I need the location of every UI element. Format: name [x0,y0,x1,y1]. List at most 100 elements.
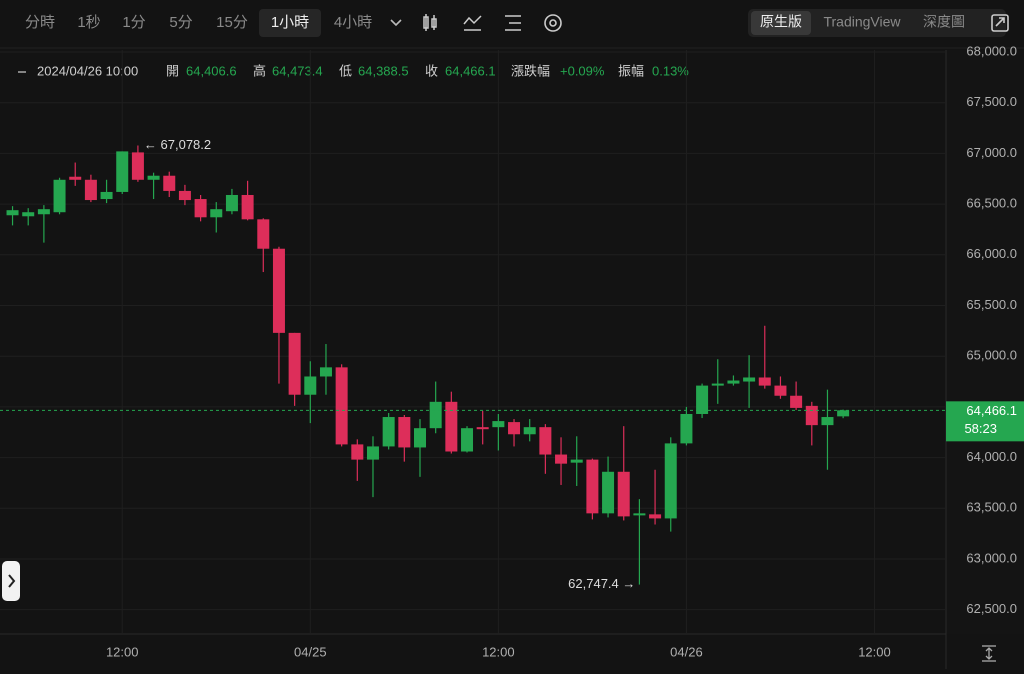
candle-body [696,385,709,414]
candle-body [414,428,426,448]
candle-body [178,190,191,201]
y-tick-label: 65,000.0 [966,348,1017,363]
toolbar: 分時 1秒 1分 5分 15分 1小時 4小時 原生版 TradingView … [25,9,1009,37]
candle-body [382,417,395,447]
info-value: 64,473.4 [272,63,323,78]
candle-body [100,191,113,200]
max-annotation: ← 67,078.2 [144,137,211,152]
gear-icon[interactable] [544,14,562,32]
candle-body [147,175,160,180]
candle-body [617,471,630,517]
toggle-arrow [8,574,16,588]
indicator-icon[interactable] [463,15,482,31]
candle-body [445,401,458,452]
y-tick-label: 68,000.0 [966,43,1017,58]
candle-body [790,395,803,408]
candle-body [131,152,144,180]
candle-body [523,427,536,435]
info-label: 低 [339,63,352,78]
candle-body [272,248,285,333]
candle-body [116,151,129,192]
candle-body [163,175,176,191]
info-value: 64,388.5 [358,63,409,78]
candle-body [257,219,270,249]
candle-type-icon[interactable] [423,14,437,31]
x-tick-label: 12:00 [858,644,891,659]
info-label: 收 [425,63,438,78]
x-tick-label: 12:00 [106,644,139,659]
candle-body [758,377,771,386]
interval[interactable]: 5分 [169,14,192,31]
ohlc-info: 2024/04/26 10:00 開 64,406.6 高 64,473.4 低 64,3… [18,63,689,78]
candle-body [711,383,724,386]
y-tick-label: 65,500.0 [966,297,1017,312]
candle-body [680,413,693,444]
plot: 62,500.063,000.063,500.064,000.064,500.0… [0,43,1024,659]
candle-body [476,427,489,430]
candle-body [241,194,254,220]
candle-body [304,376,317,395]
info-label: 振幅 [618,63,644,78]
view-active[interactable]: 原生版 [760,14,802,30]
last-price-tag [946,401,1024,442]
y-tick-label: 66,500.0 [966,196,1017,211]
candle-body [69,176,82,180]
interval-active[interactable]: 1小時 [271,14,309,31]
price-axis-bg [946,50,1024,634]
y-tick-label: 67,500.0 [966,94,1017,109]
axis-scale-icon[interactable] [982,645,996,662]
active-interval-bg [259,9,321,37]
x-tick-label: 04/25 [294,644,327,659]
candle-body [633,513,646,516]
candle-body [22,212,35,217]
side-panel-toggle[interactable] [2,561,20,601]
candle-body [319,367,332,377]
interval[interactable]: 1分 [122,14,145,31]
candle-body [821,417,834,426]
candle-body [429,401,442,429]
y-tick-label: 66,000.0 [966,246,1017,261]
last-price-label: 64,466.1 [966,403,1017,418]
info-value: 0.13% [652,63,689,78]
candle-body [210,209,223,218]
info-value: +0.09% [560,63,605,78]
active-view-bg [751,11,811,35]
fullscreen-icon[interactable] [991,14,1009,32]
view[interactable]: 深度圖 [923,14,965,30]
candle-body [774,385,787,396]
y-tick-label: 63,000.0 [966,550,1017,565]
candle-body [366,446,379,460]
candle-body [602,471,615,514]
candle-body [461,428,474,452]
view-switch [748,9,1006,37]
min-annotation: 62,747.4 → [568,576,635,591]
y-tick-label: 63,500.0 [966,500,1017,515]
y-tick-label: 64,000.0 [966,449,1017,464]
candle-body [727,380,740,384]
candle-body [586,459,599,514]
interval[interactable]: 1秒 [77,14,100,31]
y-tick-label: 62,500.0 [966,601,1017,616]
candle-body [539,427,552,455]
info-value: 64,466.1 [445,63,496,78]
candle-body [6,210,19,216]
info-datetime: 2024/04/26 10:00 [37,63,138,78]
x-tick-label: 12:00 [482,644,515,659]
candle-body [508,422,521,435]
candle-body [194,199,207,218]
candle-body [53,179,66,213]
info-value: 64,406.6 [186,63,237,78]
candle-body [288,332,301,395]
view[interactable]: TradingView [823,14,901,30]
interval[interactable]: 分時 [25,14,55,31]
interval[interactable]: 15分 [216,14,248,31]
settings-list-icon[interactable] [505,15,521,31]
info-label: 高 [253,63,266,78]
interval[interactable]: 4小時 [334,14,372,31]
info-label: 漲跌幅 [511,63,550,78]
candle-body [664,443,677,519]
candle-body [225,194,238,212]
dropdown-icon[interactable] [390,19,402,27]
